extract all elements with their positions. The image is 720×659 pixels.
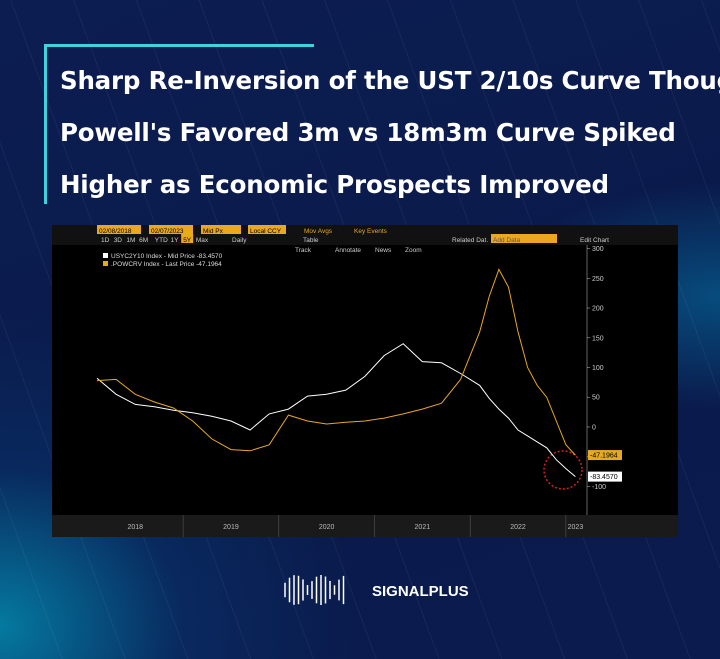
toolbar-text[interactable]: 5Y (183, 237, 192, 244)
legend-label: .POWCRV Index - Last Price -47.1964 (111, 261, 222, 268)
x-axis-bar (52, 515, 678, 537)
toolbar-field (97, 225, 141, 234)
y-tick-label: -100 (592, 484, 606, 491)
toolbar-text[interactable]: 6M (139, 237, 148, 244)
toolbar-text[interactable]: Annotate (335, 247, 361, 254)
title-line: Powell's Favored 3m vs 18m3m Curve Spike… (60, 118, 676, 147)
y-tick-label: 250 (592, 276, 604, 283)
series-line (96, 343, 576, 477)
x-tick-label: 2021 (415, 524, 431, 531)
toolbar-text[interactable]: Table (303, 237, 319, 244)
toolbar-field (491, 234, 557, 243)
toolbar-text[interactable]: Mov Avgs (304, 228, 333, 235)
bracket (44, 44, 314, 47)
y-tick-label: 200 (592, 306, 604, 313)
x-tick-label: 2018 (127, 524, 143, 531)
toolbar-text[interactable]: Local CCY (250, 228, 282, 235)
y-tick-label: 100 (592, 365, 604, 372)
title-line: Higher as Economic Prospects Improved (60, 170, 609, 199)
toolbar-text[interactable]: 3D (114, 237, 123, 244)
toolbar-field (248, 225, 286, 234)
last-value-tag (588, 450, 622, 461)
y-tick-label: 0 (592, 424, 596, 431)
highlight-circle (543, 450, 583, 490)
toolbar-field (201, 225, 241, 234)
toolbar-text[interactable]: Zoom (405, 247, 422, 254)
toolbar-field (181, 234, 194, 243)
toolbar-text[interactable]: Track (295, 247, 312, 254)
toolbar-field (149, 225, 193, 234)
toolbar-text[interactable]: 02/07/2023 (151, 228, 184, 235)
series-line (96, 268, 576, 456)
x-tick-label: 2020 (319, 524, 335, 531)
y-tick-label: 300 (592, 246, 604, 253)
x-tick-label: 2022 (510, 524, 526, 531)
bracket (44, 44, 47, 204)
brand: SIGNALPLUS (372, 583, 469, 600)
legend-label: USYC2Y10 Index - Mid Price -83.4570 (111, 253, 223, 260)
toolbar-text[interactable]: 1M (126, 237, 135, 244)
toolbar-text[interactable]: Key Events (354, 228, 388, 235)
last-value-label: -47.1964 (590, 453, 618, 460)
toolbar-text[interactable]: Related Dat. (452, 237, 488, 244)
last-value-label: -83.4570 (590, 474, 618, 481)
toolbar-text[interactable]: YTD (155, 237, 168, 244)
title-line: Sharp Re-Inversion of the UST 2/10s Curv… (60, 66, 720, 95)
x-tick-label: 2023 (568, 524, 584, 531)
chart-frame (52, 225, 678, 537)
toolbar-text[interactable]: 1D (101, 237, 110, 244)
toolbar-text[interactable]: 02/08/2018 (99, 228, 132, 235)
toolbar-text[interactable]: Edit Chart (580, 237, 609, 244)
toolbar-text[interactable]: News (375, 247, 392, 254)
legend-swatch (103, 253, 108, 258)
legend-swatch (103, 261, 108, 266)
toolbar-text[interactable]: Daily (232, 237, 247, 244)
toolbar-text[interactable]: Add Data (493, 237, 520, 244)
y-tick-label: 150 (592, 335, 604, 342)
toolbar-text[interactable]: Mid Px (203, 228, 224, 235)
last-value-tag (588, 471, 622, 482)
toolbar-text[interactable]: Max (196, 237, 209, 244)
y-tick-label: 50 (592, 395, 600, 402)
toolbar-text[interactable]: 1Y (171, 237, 180, 244)
x-tick-label: 2019 (223, 524, 239, 531)
